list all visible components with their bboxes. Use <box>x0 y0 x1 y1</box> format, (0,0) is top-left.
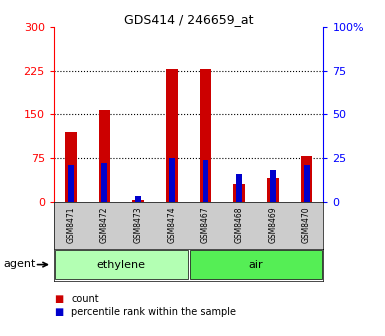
Text: GSM8469: GSM8469 <box>268 207 277 244</box>
Bar <box>166 69 178 202</box>
Bar <box>135 196 141 202</box>
Bar <box>236 174 242 202</box>
Bar <box>270 170 276 202</box>
Text: ethylene: ethylene <box>97 260 146 269</box>
Bar <box>233 184 245 202</box>
Bar <box>65 132 77 202</box>
Text: GSM8468: GSM8468 <box>235 207 244 243</box>
Bar <box>169 158 175 202</box>
Bar <box>102 163 107 202</box>
Text: ■: ■ <box>54 294 63 304</box>
Text: agent: agent <box>4 259 36 269</box>
Text: count: count <box>71 294 99 304</box>
Text: GDS414 / 246659_at: GDS414 / 246659_at <box>124 13 253 27</box>
Bar <box>55 250 187 279</box>
Text: GSM8467: GSM8467 <box>201 207 210 244</box>
Text: GSM8473: GSM8473 <box>134 207 142 244</box>
Bar <box>304 165 310 202</box>
Bar <box>267 178 279 202</box>
Text: GSM8471: GSM8471 <box>66 207 75 243</box>
Text: percentile rank within the sample: percentile rank within the sample <box>71 307 236 318</box>
Bar <box>99 110 110 202</box>
Text: ■: ■ <box>54 307 63 318</box>
Bar <box>301 156 313 202</box>
Bar <box>190 250 322 279</box>
Bar <box>68 165 74 202</box>
Bar <box>132 201 144 202</box>
Text: GSM8472: GSM8472 <box>100 207 109 243</box>
Bar <box>203 160 208 202</box>
Bar <box>199 69 211 202</box>
Text: GSM8474: GSM8474 <box>167 207 176 244</box>
Text: GSM8470: GSM8470 <box>302 207 311 244</box>
Text: air: air <box>249 260 263 269</box>
